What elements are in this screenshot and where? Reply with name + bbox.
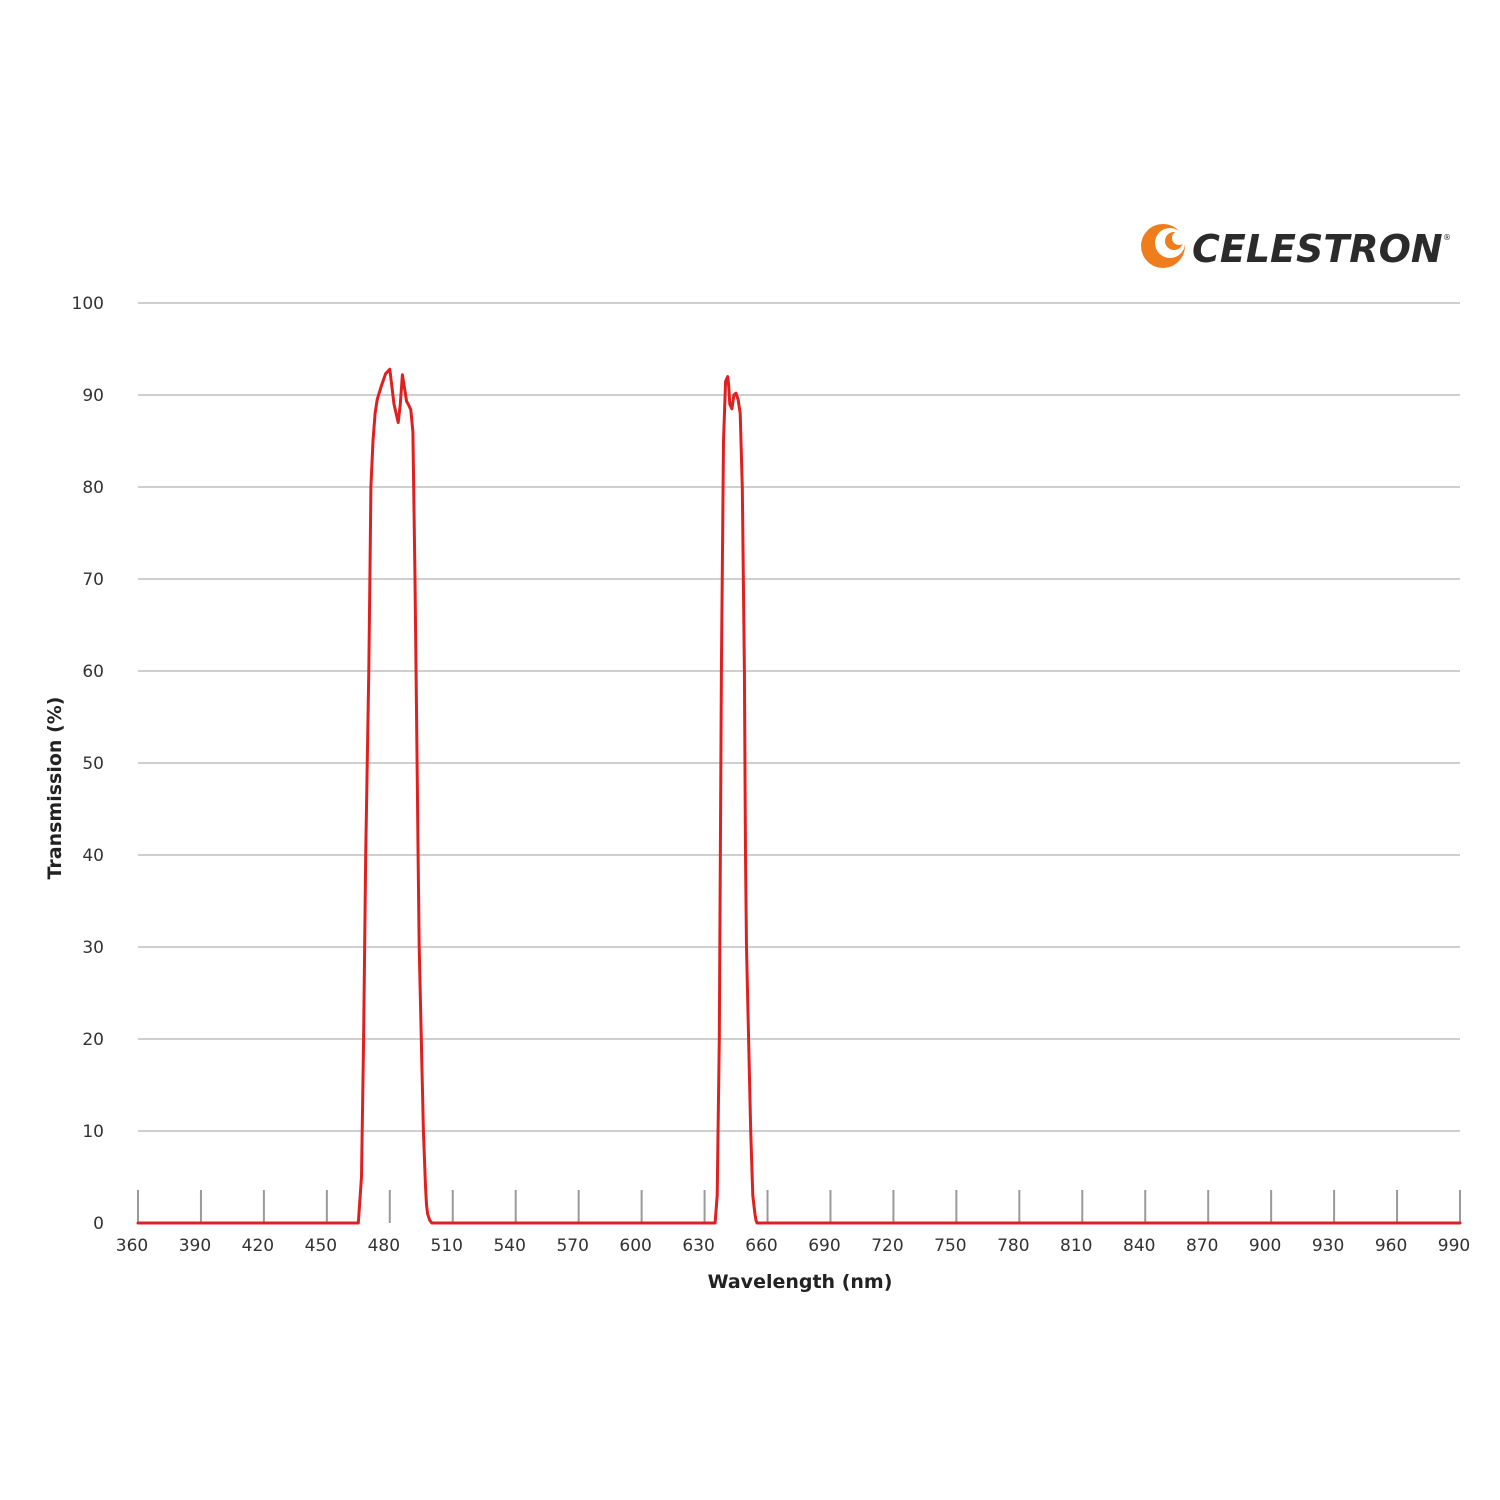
logo-text: CELESTRON [1192,227,1443,271]
y-axis-title: Transmission (%) [44,697,66,880]
x-tick-label-840: 840 [1123,1236,1155,1256]
y-tick-labels: 0 10 20 30 40 50 60 70 80 90 100 [72,294,104,1234]
y-tick-label-10: 10 [82,1122,104,1142]
x-tick-label-600: 600 [619,1236,651,1256]
x-tick-label-930: 930 [1312,1236,1344,1256]
y-tick-label-90: 90 [82,386,104,406]
x-tick-label-900: 900 [1249,1236,1281,1256]
celestron-swoosh-icon [1141,224,1186,268]
logo-registered-mark: ® [1443,233,1451,242]
x-tick-label-750: 750 [934,1236,966,1256]
x-tick-label-660: 660 [745,1236,777,1256]
x-tick-label-720: 720 [871,1236,903,1256]
y-tick-label-20: 20 [82,1030,104,1050]
x-tick-label-450: 450 [305,1236,337,1256]
y-tick-label-50: 50 [82,754,104,774]
y-tick-label-60: 60 [82,662,104,682]
x-tick-label-780: 780 [997,1236,1029,1256]
x-tick-label-510: 510 [431,1236,463,1256]
y-tick-label-100: 100 [72,294,104,314]
y-tick-label-70: 70 [82,570,104,590]
x-tick-label-390: 390 [179,1236,211,1256]
x-tick-label-630: 630 [682,1236,714,1256]
x-tick-label-960: 960 [1375,1236,1407,1256]
x-axis-title: Wavelength (nm) [708,1271,893,1293]
series-line-0 [136,367,1462,1225]
y-tick-label-0: 0 [93,1214,104,1234]
x-tick-label-690: 690 [808,1236,840,1256]
y-tick-label-80: 80 [82,478,104,498]
series-group [136,367,1462,1225]
y-tick-label-40: 40 [82,846,104,866]
y-tick-label-30: 30 [82,938,104,958]
x-tick-marks [137,1190,1461,1223]
x-tick-label-420: 420 [242,1236,274,1256]
gridlines [138,302,1460,1132]
logo: CELESTRON ® [1141,224,1451,271]
x-tick-label-540: 540 [493,1236,525,1256]
x-tick-label-990: 990 [1438,1236,1470,1256]
x-tick-labels: 360 390 420 450 480 510 540 570 600 630 660 690 720 7… [116,1236,1470,1256]
x-tick-label-480: 480 [368,1236,400,1256]
x-tick-label-360: 360 [116,1236,148,1256]
x-tick-label-810: 810 [1060,1236,1092,1256]
x-tick-label-570: 570 [556,1236,588,1256]
x-tick-label-870: 870 [1186,1236,1218,1256]
